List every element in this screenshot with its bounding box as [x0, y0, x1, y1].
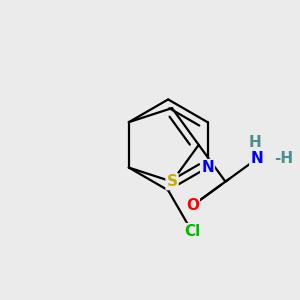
Text: H: H: [249, 135, 262, 150]
Text: -H: -H: [274, 152, 293, 166]
Text: S: S: [167, 174, 178, 189]
Text: N: N: [250, 152, 263, 166]
Text: O: O: [186, 198, 199, 213]
Text: N: N: [201, 160, 214, 175]
Text: Cl: Cl: [184, 224, 200, 239]
